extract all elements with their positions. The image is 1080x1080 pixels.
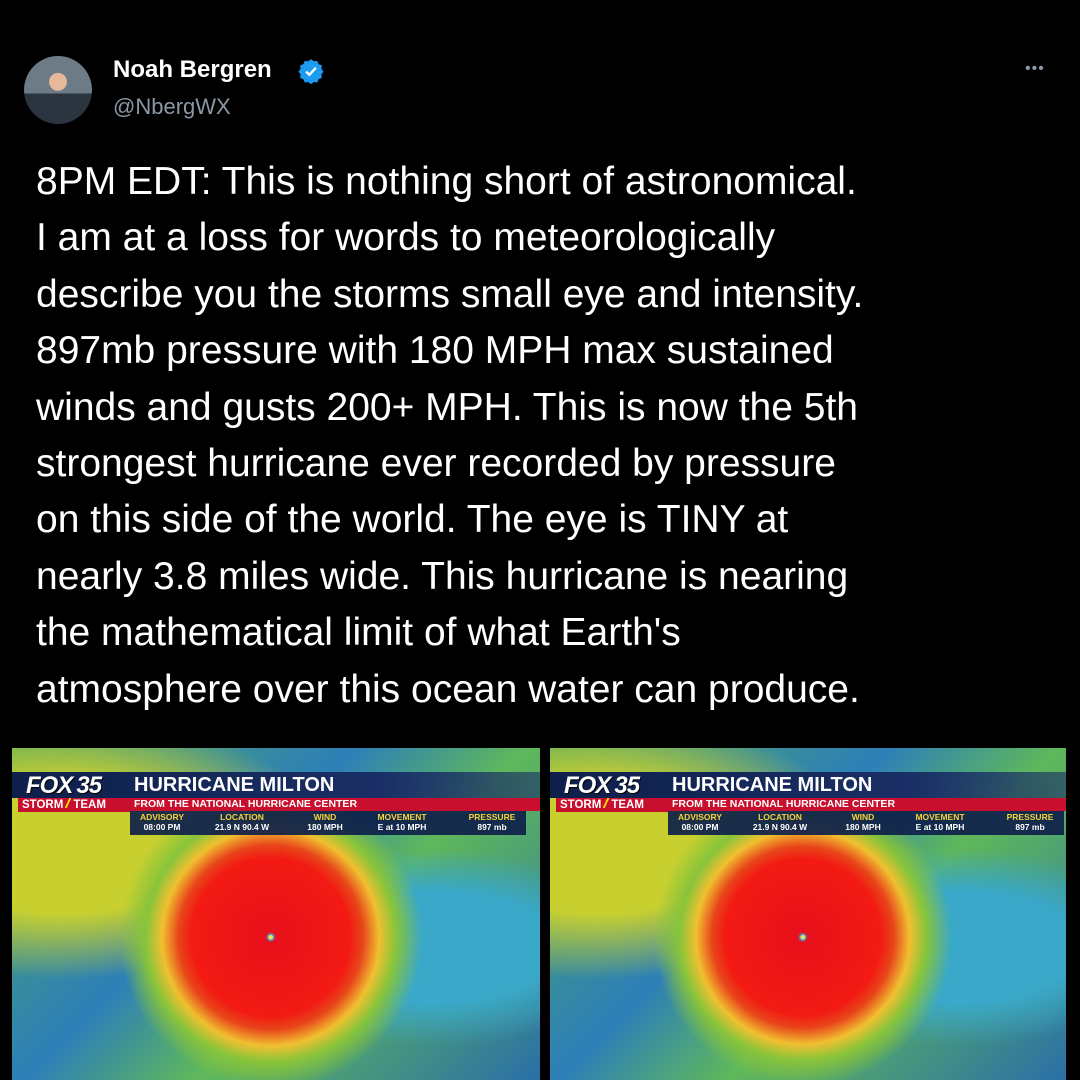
- verified-badge: [298, 59, 324, 84]
- text-line: atmosphere over this ocean water can pro…: [36, 667, 860, 711]
- field-label: WIND: [851, 812, 875, 822]
- storm-team: STORM TEAM: [18, 798, 130, 812]
- channel: 35: [76, 772, 102, 799]
- bolt: [603, 798, 610, 808]
- field: LOCATION 21.9 N 90.4 W: [735, 812, 825, 832]
- field-label: PRESSURE: [468, 812, 516, 822]
- text-line: on this side of the world. The eye is TI…: [36, 498, 789, 542]
- storm-title: HURRICANE MILTON: [672, 774, 873, 796]
- field-value: 21.9 N 90.4 W: [214, 822, 270, 832]
- field-label: ADVISORY: [677, 812, 723, 822]
- field-value: 21.9 N 90.4 W: [752, 822, 808, 832]
- title-bar: [12, 772, 540, 798]
- field: PRESSURE 897 mb: [985, 812, 1066, 832]
- storm-subtitle: FROM THE NATIONAL HURRICANE CENTER: [130, 798, 540, 811]
- field-label: WIND: [313, 812, 337, 822]
- storm-subtitle: FROM THE NATIONAL HURRICANE CENTER: [668, 798, 1066, 811]
- field: MOVEMENT E at 10 MPH: [895, 812, 985, 832]
- text-line: strongest hurricane ever recorded by pre…: [36, 442, 836, 486]
- field-label: MOVEMENT: [915, 812, 965, 822]
- storm-image[interactable]: FOX 35 STORM TEAM HURRICANE MILTON FROM THE N…: [550, 748, 1066, 1080]
- more-menu[interactable]: •••: [1025, 60, 1045, 77]
- field-value: 08:00 PM: [143, 822, 181, 832]
- storm-title: HURRICANE MILTON: [134, 774, 335, 796]
- field-value: 180 MPH: [307, 822, 343, 832]
- team-right: TEAM: [73, 799, 106, 811]
- fox-logo: FOX 35: [26, 772, 102, 800]
- field-label: PRESSURE: [1006, 812, 1054, 822]
- team-left: STORM: [22, 799, 64, 811]
- field: ADVISORY 08:00 PM: [117, 812, 207, 832]
- team-left: STORM: [560, 799, 602, 811]
- field: PRESSURE 897 mb: [447, 812, 537, 832]
- brand: FOX: [564, 772, 611, 799]
- text-line: the mathematical limit of what Earth's: [36, 611, 681, 655]
- field-value: E at 10 MPH: [377, 822, 427, 832]
- field: WIND 180 MPH: [818, 812, 908, 832]
- channel: 35: [614, 772, 640, 799]
- tweet-text: 8PM EDT: This is nothing short of astron…: [36, 154, 863, 718]
- text-line: 8PM EDT: This is nothing short of astron…: [36, 160, 857, 203]
- text-line: winds and gusts 200+ MPH. This is now th…: [36, 385, 858, 429]
- field: ADVISORY 08:00 PM: [655, 812, 745, 832]
- field-value: 180 MPH: [845, 822, 881, 832]
- storm-team: STORM TEAM: [556, 798, 668, 812]
- brand: FOX: [26, 772, 73, 799]
- field-label: MOVEMENT: [377, 812, 427, 822]
- author-handle[interactable]: @NbergWX: [113, 94, 231, 119]
- team-right: TEAM: [611, 799, 644, 811]
- bolt: [65, 798, 72, 808]
- author-name[interactable]: Noah Bergren: [113, 56, 272, 83]
- text-line: I am at a loss for words to meteorologic…: [36, 216, 776, 260]
- text-line: describe you the storms small eye and in…: [36, 272, 864, 316]
- field-value: 897 mb: [1015, 822, 1045, 832]
- field-value: E at 10 MPH: [915, 822, 965, 832]
- field-value: 897 mb: [477, 822, 507, 832]
- field-label: ADVISORY: [139, 812, 185, 822]
- storm-image[interactable]: FOX 35 STORM TEAM HURRICANE MILTON FROM THE N…: [12, 748, 540, 1080]
- field-label: LOCATION: [220, 812, 264, 822]
- field: MOVEMENT E at 10 MPH: [357, 812, 447, 832]
- title-bar: [550, 772, 1066, 798]
- text-line: 897mb pressure with 180 MPH max sustaine…: [36, 329, 834, 373]
- text-line: nearly 3.8 miles wide. This hurricane is…: [36, 554, 849, 598]
- advisory-fields: ADVISORY 08:00 PM LOCATION 21.9 N 90.4 W WIN…: [668, 811, 1064, 835]
- fox-logo: FOX 35: [564, 772, 640, 800]
- avatar[interactable]: [24, 56, 92, 124]
- field: WIND 180 MPH: [280, 812, 370, 832]
- field-label: LOCATION: [758, 812, 802, 822]
- field-value: 08:00 PM: [681, 822, 719, 832]
- advisory-fields: ADVISORY 08:00 PM LOCATION 21.9 N 90.4 W WIN…: [130, 811, 526, 835]
- field: LOCATION 21.9 N 90.4 W: [197, 812, 287, 832]
